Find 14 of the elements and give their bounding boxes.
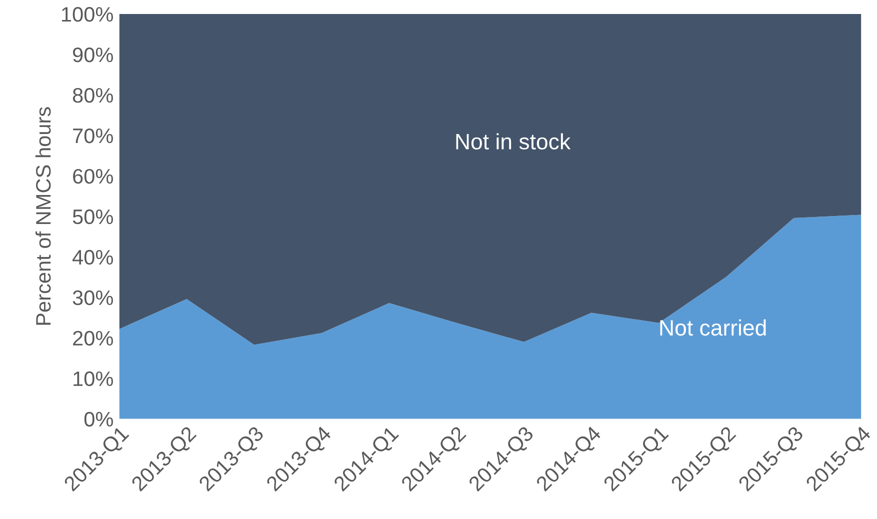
y-tick-label: 50%	[72, 209, 113, 224]
series-label: Not in stock	[456, 133, 571, 150]
y-tick-label: 0%	[84, 412, 113, 427]
y-tick-label: 90%	[72, 47, 113, 62]
y-tick-label: 60%	[73, 168, 113, 184]
series-label: Not carried	[660, 319, 766, 336]
y-tick-label: 100%	[62, 7, 113, 22]
y-tick-label: 80%	[72, 88, 113, 103]
y-tick-label: 40%	[72, 250, 113, 265]
y-tick-label: 30%	[72, 290, 113, 306]
y-tick-label: 10%	[74, 371, 113, 386]
y-tick-label: 20%	[73, 330, 113, 346]
y-tick-label: 70%	[73, 128, 113, 144]
y-axis-title: Percent of NMCS hours	[35, 107, 51, 325]
